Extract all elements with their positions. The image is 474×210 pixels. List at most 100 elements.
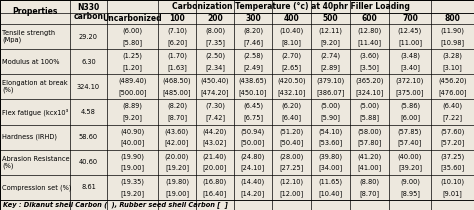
Text: (6.40): (6.40) <box>442 103 463 109</box>
Text: [14.20]: [14.20] <box>241 190 265 197</box>
Text: (372.10): (372.10) <box>396 78 424 84</box>
Text: [6.00]: [6.00] <box>400 114 420 121</box>
Text: [450.10]: [450.10] <box>239 89 267 96</box>
Text: 29.20: 29.20 <box>79 34 98 39</box>
Text: [5.88]: [5.88] <box>359 114 380 121</box>
Text: (8.20): (8.20) <box>243 28 263 34</box>
Text: (3.48): (3.48) <box>400 53 420 59</box>
Text: (5.00): (5.00) <box>359 103 380 109</box>
Text: (40.00): (40.00) <box>398 153 422 160</box>
Text: [324.10]: [324.10] <box>356 89 383 96</box>
Text: (43.60): (43.60) <box>165 128 189 135</box>
Text: [40.00]: [40.00] <box>120 140 145 146</box>
Text: 40.60: 40.60 <box>79 159 98 165</box>
Text: [10.40]: [10.40] <box>319 190 343 197</box>
Text: Properties: Properties <box>12 8 58 17</box>
Text: (468.50): (468.50) <box>163 78 191 84</box>
Text: (16.80): (16.80) <box>203 178 227 185</box>
Text: [41.00]: [41.00] <box>357 165 382 171</box>
Text: [57.80]: [57.80] <box>357 140 382 146</box>
Text: [500.00]: [500.00] <box>118 89 147 96</box>
Text: [2.65]: [2.65] <box>282 64 301 71</box>
Text: (8.80): (8.80) <box>359 178 380 185</box>
Text: (1.70): (1.70) <box>167 53 187 59</box>
Text: [5.90]: [5.90] <box>320 114 340 121</box>
Text: (6.00): (6.00) <box>122 28 143 34</box>
Text: [57.20]: [57.20] <box>440 140 465 146</box>
Text: (12.45): (12.45) <box>398 28 422 34</box>
Text: (57.60): (57.60) <box>440 128 465 135</box>
Text: (24.80): (24.80) <box>241 153 265 160</box>
Text: (8.00): (8.00) <box>205 28 225 34</box>
Text: N330
carbon: N330 carbon <box>73 3 103 21</box>
Text: 800: 800 <box>445 14 460 23</box>
Text: 4.58: 4.58 <box>81 109 96 115</box>
Text: [8.70]: [8.70] <box>359 190 380 197</box>
Text: [8.70]: [8.70] <box>167 114 187 121</box>
Text: (51.20): (51.20) <box>279 128 304 135</box>
Text: (365.20): (365.20) <box>355 78 384 84</box>
Text: 500: 500 <box>323 14 338 23</box>
Text: (10.40): (10.40) <box>279 28 304 34</box>
Text: [8.95]: [8.95] <box>400 190 420 197</box>
Text: [432.10]: [432.10] <box>277 89 306 96</box>
Text: [7.46]: [7.46] <box>243 39 263 46</box>
Text: [9.20]: [9.20] <box>320 39 340 46</box>
Text: 324.10: 324.10 <box>77 84 100 90</box>
Text: (5.86): (5.86) <box>400 103 420 109</box>
Text: [42.00]: [42.00] <box>165 140 189 146</box>
Text: (9.00): (9.00) <box>400 178 420 185</box>
Text: Elongation at break
(%): Elongation at break (%) <box>2 80 68 93</box>
Text: (11.90): (11.90) <box>440 28 465 34</box>
Text: [386.07]: [386.07] <box>316 89 345 96</box>
Text: (3.28): (3.28) <box>443 53 463 59</box>
Text: (12.80): (12.80) <box>357 28 382 34</box>
Text: [3.40]: [3.40] <box>400 64 420 71</box>
Text: 400: 400 <box>283 14 300 23</box>
Text: [2.89]: [2.89] <box>320 64 340 71</box>
Text: (7.10): (7.10) <box>167 28 187 34</box>
Text: (40.90): (40.90) <box>120 128 145 135</box>
Text: (8.89): (8.89) <box>122 103 143 109</box>
Text: (21.40): (21.40) <box>203 153 227 160</box>
Text: (44.20): (44.20) <box>203 128 227 135</box>
Text: (20.00): (20.00) <box>165 153 189 160</box>
Text: [50.40]: [50.40] <box>279 140 304 146</box>
Text: [35.60]: [35.60] <box>440 165 465 171</box>
Text: [1.20]: [1.20] <box>122 64 143 71</box>
Text: (8.20): (8.20) <box>167 103 187 109</box>
Text: (37.25): (37.25) <box>440 153 465 160</box>
Text: [485.00]: [485.00] <box>163 89 191 96</box>
Text: (54.10): (54.10) <box>319 128 343 135</box>
Text: [27.25]: [27.25] <box>279 165 304 171</box>
Text: (3.60): (3.60) <box>359 53 380 59</box>
Text: (489.40): (489.40) <box>118 78 147 84</box>
Text: [24.10]: [24.10] <box>241 165 265 171</box>
Text: (5.00): (5.00) <box>320 103 340 109</box>
Text: (456.20): (456.20) <box>438 78 467 84</box>
Text: (6.20): (6.20) <box>282 103 301 109</box>
Text: (12.11): (12.11) <box>319 28 343 34</box>
Text: [1.63]: [1.63] <box>167 64 187 71</box>
Text: (28.00): (28.00) <box>279 153 304 160</box>
Text: (450.40): (450.40) <box>201 78 229 84</box>
Text: 8.61: 8.61 <box>81 184 96 190</box>
Text: (438.65): (438.65) <box>239 78 267 84</box>
Text: [43.02]: [43.02] <box>203 140 227 146</box>
Text: [375.00]: [375.00] <box>396 89 424 96</box>
Text: [7.22]: [7.22] <box>442 114 463 121</box>
Text: [9.01]: [9.01] <box>443 190 463 197</box>
Text: [10.98]: [10.98] <box>440 39 465 46</box>
Text: Tensile strength
(Mpa): Tensile strength (Mpa) <box>2 30 55 43</box>
Text: (2.58): (2.58) <box>243 53 263 59</box>
Text: [19.20]: [19.20] <box>120 190 145 197</box>
Text: (6.45): (6.45) <box>243 103 263 109</box>
Text: [19.20]: [19.20] <box>165 165 189 171</box>
Text: [53.60]: [53.60] <box>319 140 343 146</box>
Text: [57.40]: [57.40] <box>398 140 422 146</box>
Text: [11.00]: [11.00] <box>398 39 422 46</box>
Text: [3.50]: [3.50] <box>359 64 380 71</box>
Text: (2.74): (2.74) <box>320 53 340 59</box>
Text: [39.20]: [39.20] <box>398 165 422 171</box>
Text: [6.20]: [6.20] <box>167 39 187 46</box>
